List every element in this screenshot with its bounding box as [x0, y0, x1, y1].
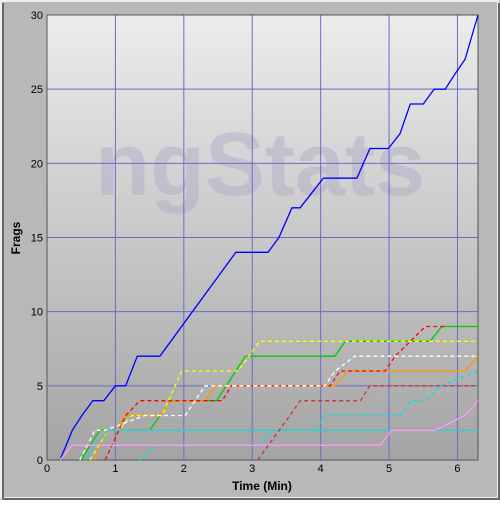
y-tick-label: 10 [31, 307, 43, 319]
series-line [79, 355, 478, 461]
x-tick-label: 0 [44, 463, 50, 475]
x-tick-label: 5 [386, 463, 392, 475]
series-line [59, 400, 479, 461]
y-tick-label: 25 [31, 84, 43, 96]
series-line [89, 340, 478, 461]
series-line [104, 325, 446, 461]
x-tick-label: 2 [181, 463, 187, 475]
x-tick-label: 3 [249, 463, 255, 475]
x-tick-label: 6 [454, 463, 460, 475]
series-line [257, 385, 478, 461]
y-tick-label: 30 [31, 10, 43, 22]
watermark: ngStats [95, 115, 425, 215]
y-axis-label: Frags [9, 221, 23, 254]
x-tick-label: 1 [112, 463, 118, 475]
series-line [59, 14, 479, 461]
y-tick-label: 20 [31, 158, 43, 170]
series-line [139, 370, 479, 461]
plot-border [46, 14, 479, 461]
y-tick-label: 15 [31, 233, 43, 245]
series-line [84, 429, 478, 461]
y-tick-label: 0 [37, 455, 43, 467]
x-tick-label: 4 [318, 463, 324, 475]
y-tick-label: 5 [37, 381, 43, 393]
x-axis-label: Time (Min) [232, 479, 292, 493]
